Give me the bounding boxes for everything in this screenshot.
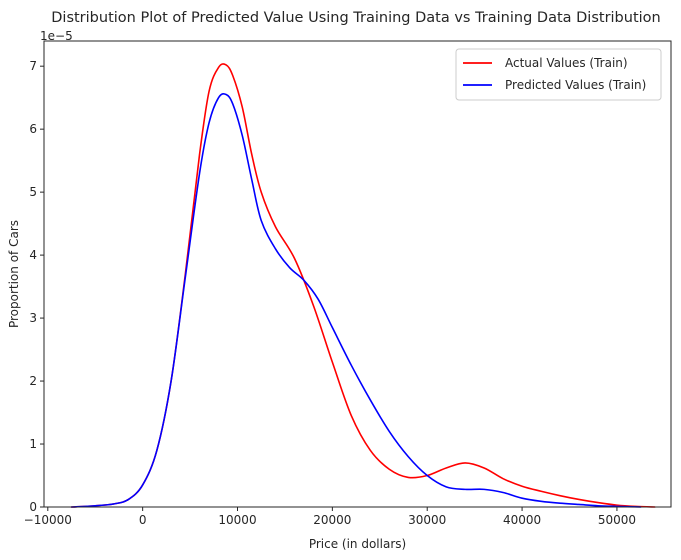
chart-title: Distribution Plot of Predicted Value Usi… [51,10,660,26]
legend-label-predicted: Predicted Values (Train) [505,78,646,92]
y-tick-label: 6 [29,122,37,136]
y-tick-label: 3 [29,311,37,325]
y-tick-label: 5 [29,185,37,199]
legend-label-actual: Actual Values (Train) [505,56,628,70]
series-lines [70,63,656,508]
x-tick-label: 30000 [408,513,446,527]
x-tick-label: 10000 [218,513,256,527]
legend-box [455,48,662,101]
predicted-values-line [70,93,642,508]
x-tick-label: 40000 [503,513,541,527]
y-tick-label: 1 [29,437,37,451]
y-tick-label: 2 [29,374,37,388]
y-tick-label: 7 [29,59,37,73]
axes-frame [43,40,672,508]
y-offset-label: 1e−5 [40,29,73,43]
x-axis-label: Price (in dollars) [309,537,406,551]
x-tick-label: 0 [139,513,147,527]
x-tick-label: 20000 [313,513,351,527]
x-tick-label: −10000 [24,513,72,527]
y-tick-label: 4 [29,248,37,262]
legend: Actual Values (Train) Predicted Values (T… [455,48,662,101]
y-tick-label: 0 [29,500,37,514]
y-axis-label: Proportion of Cars [7,220,21,328]
x-tick-label: 50000 [598,513,636,527]
